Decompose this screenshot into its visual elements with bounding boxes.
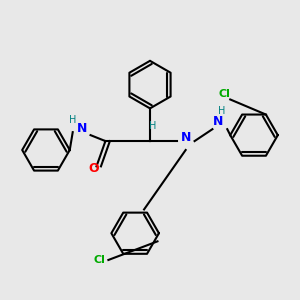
Text: Cl: Cl	[218, 88, 230, 98]
Text: Cl: Cl	[94, 255, 105, 265]
Text: H: H	[149, 121, 157, 131]
Text: H: H	[218, 106, 225, 116]
Text: N: N	[181, 131, 191, 144]
Text: H: H	[69, 115, 76, 125]
Text: N: N	[213, 115, 224, 128]
Text: O: O	[88, 162, 99, 175]
Text: N: N	[76, 122, 87, 135]
